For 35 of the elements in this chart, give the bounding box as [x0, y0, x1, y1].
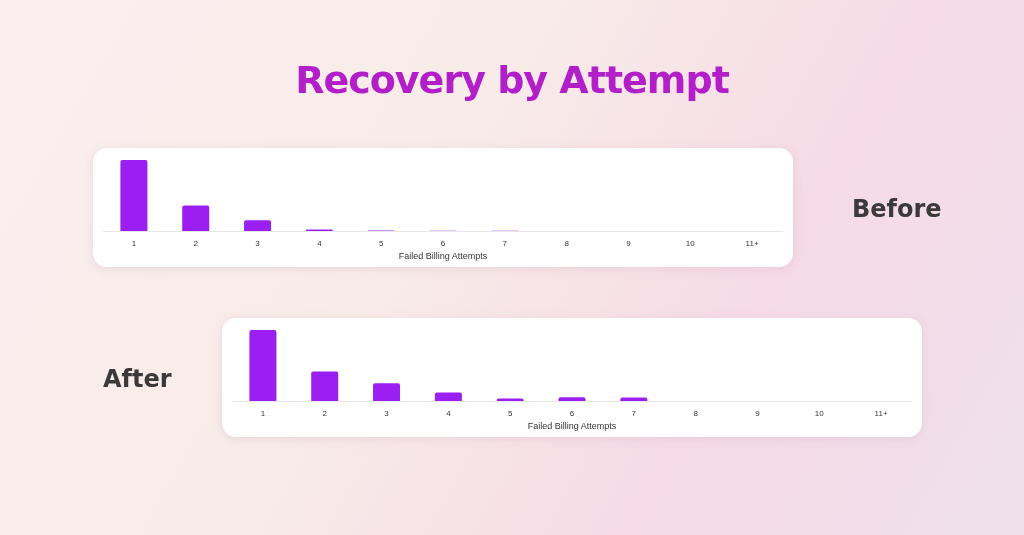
x-tick-label: 8 — [693, 408, 699, 418]
bar — [558, 397, 586, 401]
chart-title: Recovery by Attempt — [294, 58, 730, 102]
x-tick-label: 11+ — [745, 238, 759, 248]
x-tick-label: 10 — [685, 238, 696, 248]
x-tick-label: 2 — [322, 408, 328, 418]
x-axis-title: Failed Billing Attempts — [527, 421, 617, 432]
x-tick-label: 3 — [384, 408, 390, 418]
text: After — [103, 365, 172, 393]
x-tick-label: 10 — [814, 408, 825, 418]
x-tick-label: 2 — [193, 238, 199, 248]
x-tick-label: 7 — [502, 238, 508, 248]
x-tick-label: 6 — [569, 408, 575, 418]
x-tick-label: 11+ — [874, 408, 888, 418]
x-tick-label: 5 — [378, 238, 384, 248]
x-tick-label: 9 — [626, 238, 632, 248]
x-tick-label: 1 — [260, 408, 266, 418]
bar — [182, 205, 210, 231]
x-axis-title: Failed Billing Attempts — [398, 251, 488, 262]
x-tick-label: 7 — [631, 408, 637, 418]
bar — [311, 371, 339, 401]
text: Before — [852, 195, 942, 223]
bar — [244, 220, 272, 231]
x-tick-label: 1 — [131, 238, 137, 248]
x-tick-label: 3 — [255, 238, 261, 248]
x-tick-label: 6 — [440, 238, 446, 248]
bar — [434, 392, 462, 401]
bar — [373, 383, 401, 401]
x-tick-label: 8 — [564, 238, 570, 248]
x-tick-label: 4 — [446, 408, 452, 418]
x-tick-label: 5 — [507, 408, 513, 418]
bar — [249, 330, 277, 401]
bar — [120, 160, 148, 231]
x-tick-label: 9 — [755, 408, 761, 418]
x-tick-label: 4 — [317, 238, 323, 248]
